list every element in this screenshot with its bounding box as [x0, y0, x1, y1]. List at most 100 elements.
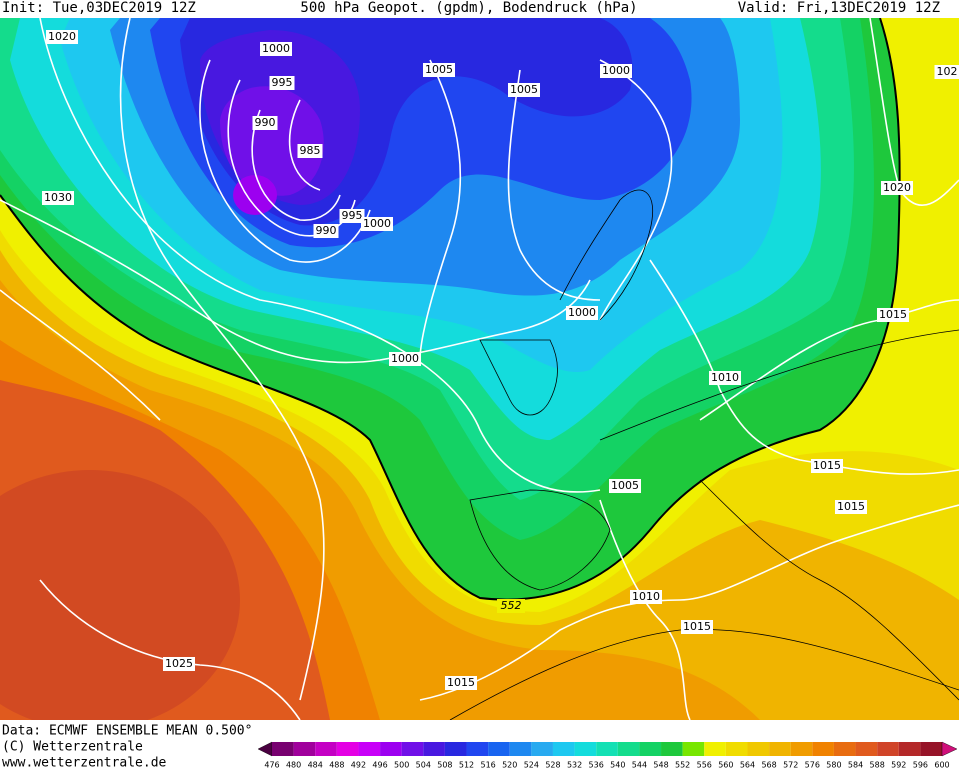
colorbar-label: 520	[502, 761, 517, 770]
colorbar-label: 584	[848, 761, 863, 770]
isobar-label: 1000	[389, 352, 421, 366]
website: www.wetterzentrale.de	[2, 756, 167, 770]
colorbar-box	[531, 742, 553, 756]
band	[220, 86, 324, 196]
label-box	[630, 590, 662, 604]
isobar-label: 1015	[835, 500, 867, 514]
coastlines	[449, 189, 959, 721]
colorbar-label: 536	[589, 761, 604, 770]
colorbar: 476 480 484 488 492 496 500 504 508 512 516 520 524 5…	[257, 741, 958, 770]
colorbar-box	[466, 742, 489, 756]
colorbar-label: 556	[697, 761, 712, 770]
label-box	[811, 459, 843, 473]
colorbar-label: 548	[653, 761, 668, 770]
label-box	[423, 63, 455, 77]
isobar-value: 990	[316, 224, 337, 237]
isobar-value: 1015	[683, 620, 711, 633]
colorbar-label: 544	[632, 761, 647, 770]
isobar-value: 1005	[425, 63, 453, 76]
isobar-value: 1000	[602, 64, 630, 77]
isobar-label: 1010	[630, 590, 662, 604]
isobar-label: 1015	[681, 620, 713, 634]
copyright: (C) Wetterzentrale	[2, 740, 143, 755]
colorbar-box	[898, 742, 921, 756]
isobar-label: 990	[313, 224, 339, 238]
isobar-value: 1015	[813, 459, 841, 472]
colorbar-label: 592	[891, 761, 906, 770]
isobar-value: 995	[272, 76, 293, 89]
colorbar-box	[920, 742, 942, 756]
colorbar-box	[855, 742, 878, 756]
isobar-label: 1000	[600, 64, 632, 78]
colorbar-label: 564	[740, 761, 755, 770]
colorbar-box	[336, 742, 359, 756]
colorbar-box	[639, 742, 662, 756]
colorbar-box	[358, 742, 381, 756]
colorbar-box	[423, 742, 445, 756]
label-box	[681, 620, 713, 634]
colorbar-box	[682, 742, 705, 756]
colorbar-label: 512	[459, 761, 474, 770]
colorbar-label: 540	[610, 761, 625, 770]
colorbar-label: 508	[437, 761, 452, 770]
band	[233, 175, 277, 215]
colorbar-box	[574, 742, 597, 756]
header-bar	[0, 0, 959, 18]
isobar-label: 1015	[877, 308, 909, 322]
isobar-labels: 1020 1000 995 990 985 995 1000 990 1005 1005 1000 1…	[42, 30, 959, 690]
colorbar-label: 596	[913, 761, 928, 770]
isobar-label: 1000	[566, 306, 598, 320]
isobar-value: 1020	[48, 30, 76, 43]
colorbar-box	[769, 742, 791, 756]
label-box	[269, 76, 295, 90]
isobar-value: 1000	[391, 352, 419, 365]
label-box	[445, 676, 477, 690]
isobars	[0, 17, 959, 721]
isobar-label: 1005	[609, 479, 641, 493]
map-title: 500 hPa Geopot. (gpdm), Bodendruck (hPa)	[300, 0, 637, 16]
isobar-label: 990	[252, 116, 278, 130]
colorbar-box	[790, 742, 813, 756]
isobar-value: 1025	[165, 657, 193, 670]
colorbar-label: 568	[761, 761, 776, 770]
isobar-label: 995	[339, 209, 365, 223]
colorbar-label: 492	[351, 761, 366, 770]
label-box	[163, 657, 195, 671]
colorbar-label: 576	[805, 761, 820, 770]
label-box	[508, 83, 540, 97]
colorbar-box	[812, 742, 834, 756]
isobar-label: 985	[297, 144, 323, 158]
colorbar-box	[509, 742, 532, 756]
data-source: Data: ECMWF ENSEMBLE MEAN 0.500°	[2, 724, 252, 739]
colorbar-box	[444, 742, 467, 756]
colorbar-box	[661, 742, 683, 756]
isobar-label: 1015	[811, 459, 843, 473]
colorbar-box	[272, 742, 294, 756]
colorbar-box	[380, 742, 402, 756]
label-box	[600, 64, 632, 78]
isobar-value: 985	[300, 144, 321, 157]
isobar-label: 1020	[46, 30, 78, 44]
isobar-value: 1000	[262, 42, 290, 55]
label-box	[389, 352, 421, 366]
isobar-value: 1015	[837, 500, 865, 513]
isobar-value: 995	[342, 209, 363, 222]
isobar-value: 990	[255, 116, 276, 129]
colorbar-label: 572	[783, 761, 798, 770]
label-box	[877, 308, 909, 322]
label-box	[260, 42, 292, 56]
valid-time: Valid: Fri,13DEC2019 12Z	[738, 0, 940, 16]
isobar-label: 1010	[709, 371, 741, 385]
label-box	[934, 65, 959, 79]
colorbar-label: 504	[416, 761, 431, 770]
isobar-label: 1005	[508, 83, 540, 97]
colorbar-label: 552	[675, 761, 690, 770]
isobar-label: 1020	[881, 181, 913, 195]
isobar-label: 1025	[163, 657, 195, 671]
label-box	[313, 224, 339, 238]
isobar-label: 1005	[423, 63, 455, 77]
colorbar-box	[704, 742, 726, 756]
colorbar-box	[725, 742, 748, 756]
